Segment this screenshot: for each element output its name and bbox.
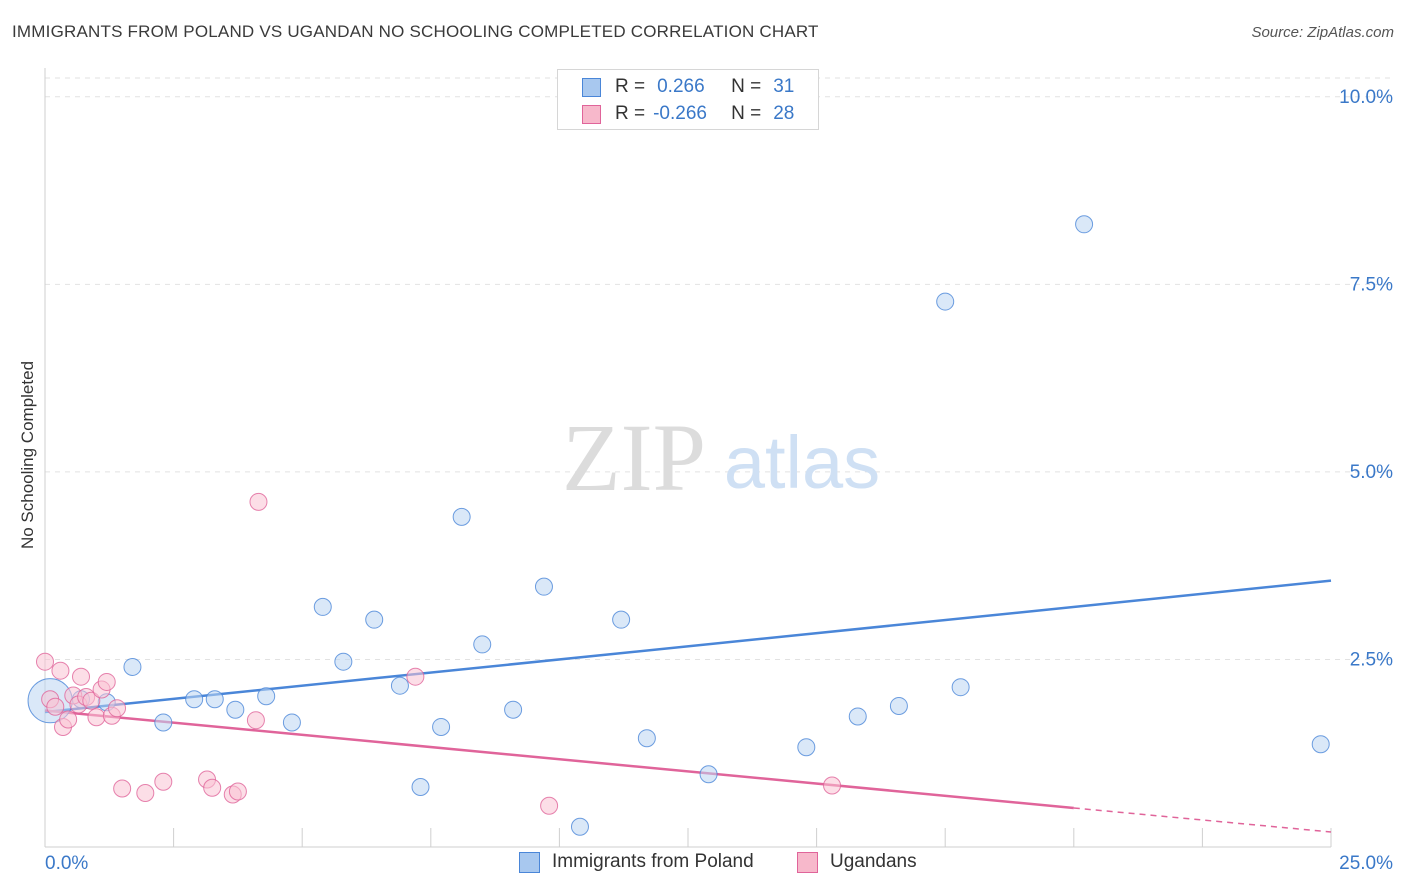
- poland-point: [889, 696, 908, 715]
- series-swatch-poland: [519, 851, 540, 873]
- series-label-ugandans: Ugandans: [830, 851, 917, 872]
- poland-point: [411, 777, 430, 796]
- y-axis-label: No Schooling Completed: [18, 360, 37, 550]
- y-tick-label: 5.0%: [1350, 462, 1393, 483]
- ugandans-point: [82, 691, 101, 710]
- y-tick-label: 7.5%: [1350, 274, 1393, 295]
- poland-point: [570, 817, 589, 836]
- ugandans-point: [59, 710, 78, 729]
- watermark-atlas: atlas: [724, 421, 880, 504]
- legend-r-value: -0.266: [653, 103, 707, 124]
- y-tick-label: 2.5%: [1350, 649, 1393, 670]
- legend-row-poland: R = 0.266 N = 31: [582, 74, 794, 100]
- poland-point: [936, 292, 955, 311]
- poland-point: [282, 713, 301, 732]
- poland-point: [797, 738, 816, 757]
- grid-lines: [45, 77, 1392, 660]
- x-tick-label-min: 0.0%: [45, 853, 88, 874]
- series-legend: Immigrants from Poland Ugandans: [0, 851, 1406, 877]
- ugandans-point: [36, 652, 54, 671]
- series-legend-poland: Immigrants from Poland: [519, 851, 754, 873]
- legend-row-ugandans: R = -0.266 N = 28: [582, 101, 794, 127]
- legend-swatch-ugandans: [582, 104, 601, 124]
- ugandans-point: [72, 667, 91, 686]
- poland-point: [365, 610, 384, 629]
- poland-point: [205, 690, 224, 709]
- ugandans-point: [249, 492, 268, 511]
- poland-point: [637, 729, 656, 748]
- ugandans-point: [136, 783, 155, 802]
- poland-point: [226, 700, 245, 719]
- ugandans-point: [228, 782, 247, 801]
- ugandans-point: [246, 711, 265, 730]
- poland-point: [848, 707, 867, 726]
- poland-point: [699, 765, 718, 784]
- correlation-legend: R = 0.266 N = 31 R = -0.266 N = 28: [557, 69, 819, 130]
- legend-r-value: 0.266: [657, 76, 705, 97]
- legend-n-value: 31: [773, 76, 795, 97]
- legend-r-label: R =: [615, 103, 646, 124]
- ugandans-point: [97, 672, 116, 691]
- source-label: Source: ZipAtlas.com: [1251, 24, 1394, 41]
- ugandans-point: [203, 778, 222, 797]
- trend-lines: [44, 579, 1332, 833]
- poland-point: [612, 610, 631, 629]
- poland-point: [334, 652, 353, 671]
- series-legend-ugandans: Ugandans: [797, 851, 917, 873]
- series-swatch-ugandans: [797, 851, 818, 873]
- poland-point: [185, 690, 204, 709]
- ugandans-point: [87, 708, 106, 727]
- ugandans-point: [46, 697, 65, 716]
- poland-point: [257, 687, 276, 706]
- legend-n-value: 28: [773, 103, 795, 124]
- poland-point: [154, 713, 173, 732]
- ugandans-point: [108, 699, 127, 718]
- poland-point: [1075, 215, 1094, 234]
- x-tick-label-max: 25.0%: [1339, 853, 1393, 874]
- tick-labels: 2.5% 5.0% 7.5% 10.0% 0.0% 25.0%: [45, 87, 1393, 874]
- ugandans-point: [113, 779, 132, 798]
- legend-n-label: N =: [731, 76, 762, 97]
- poland-point: [123, 657, 142, 676]
- poland-point: [951, 678, 970, 697]
- series-label-poland: Immigrants from Poland: [552, 851, 754, 872]
- ugandans-point: [823, 776, 842, 795]
- poland-point: [504, 700, 523, 719]
- ugandans-point: [406, 667, 425, 686]
- poland-point: [313, 597, 332, 616]
- poland-point: [534, 577, 553, 596]
- poland-point: [390, 676, 409, 695]
- ugandans-trend-line: [44, 709, 1074, 810]
- data-points: [27, 215, 1330, 836]
- y-tick-label: 10.0%: [1339, 87, 1393, 108]
- chart-title: IMMIGRANTS FROM POLAND VS UGANDAN NO SCH…: [12, 22, 819, 41]
- ugandans-point: [154, 772, 173, 791]
- poland-point: [432, 717, 451, 736]
- poland-point: [473, 635, 492, 654]
- ugandans-point: [540, 796, 559, 815]
- watermark-zip: ZIP: [562, 404, 706, 511]
- poland-point: [452, 507, 471, 526]
- poland-trend-line: [44, 579, 1332, 714]
- legend-n-label: N =: [731, 103, 762, 124]
- legend-swatch-poland: [582, 77, 601, 97]
- legend-r-label: R =: [615, 76, 646, 97]
- ugandans-point: [51, 661, 70, 680]
- poland-point: [1311, 735, 1330, 754]
